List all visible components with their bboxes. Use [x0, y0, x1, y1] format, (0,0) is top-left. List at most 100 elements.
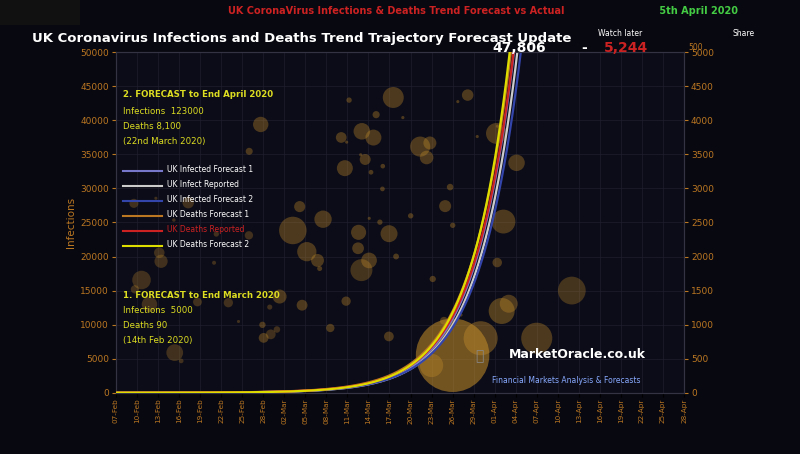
- Text: 47,806: 47,806: [492, 41, 546, 55]
- Point: [129, 286, 142, 293]
- Text: Watch later: Watch later: [598, 30, 642, 39]
- Point: [374, 218, 386, 226]
- Point: [376, 185, 389, 192]
- Point: [340, 138, 353, 146]
- Point: [495, 307, 508, 315]
- Point: [311, 257, 324, 264]
- Point: [301, 248, 314, 255]
- Point: [382, 333, 395, 340]
- Point: [317, 216, 330, 223]
- Point: [367, 134, 380, 141]
- Text: MarketOracle.co.uk: MarketOracle.co.uk: [509, 348, 646, 361]
- Point: [420, 154, 433, 161]
- Point: [490, 130, 503, 137]
- Point: [414, 143, 426, 150]
- Text: Infections  123000: Infections 123000: [123, 107, 204, 116]
- Text: UK Infect Reported: UK Infect Reported: [167, 180, 239, 189]
- Point: [446, 351, 459, 359]
- Point: [497, 218, 510, 225]
- Text: 5,244: 5,244: [604, 41, 648, 55]
- Text: 2. FORECAST to End April 2020: 2. FORECAST to End April 2020: [123, 89, 273, 99]
- Point: [150, 195, 162, 202]
- Point: [254, 121, 267, 128]
- Text: 500: 500: [689, 43, 703, 52]
- Text: UK Deaths Reported: UK Deaths Reported: [167, 225, 245, 234]
- Point: [242, 232, 255, 239]
- Point: [210, 230, 222, 237]
- Point: [362, 257, 375, 264]
- Point: [370, 111, 382, 118]
- Point: [397, 114, 410, 121]
- Text: UK CoronaVirus Infections & Deaths Trend Forecast vs Actual: UK CoronaVirus Infections & Deaths Trend…: [228, 6, 565, 16]
- Point: [491, 259, 504, 266]
- Point: [168, 349, 181, 356]
- Point: [143, 301, 156, 308]
- Point: [438, 317, 450, 325]
- Text: -: -: [581, 41, 587, 55]
- Bar: [0, 0, 80, 25]
- Point: [154, 258, 167, 265]
- Point: [153, 249, 166, 257]
- Point: [426, 276, 439, 283]
- Point: [258, 334, 270, 341]
- Point: [390, 253, 402, 260]
- Point: [510, 159, 523, 167]
- Point: [127, 200, 140, 207]
- Point: [243, 148, 256, 155]
- Point: [232, 318, 245, 325]
- Point: [263, 303, 276, 311]
- Point: [208, 259, 221, 266]
- Point: [404, 212, 417, 219]
- Point: [294, 203, 306, 210]
- Point: [167, 217, 180, 224]
- Point: [222, 299, 234, 306]
- Point: [438, 202, 451, 210]
- Text: UK Deaths Forecast 2: UK Deaths Forecast 2: [167, 240, 250, 249]
- Point: [273, 293, 286, 300]
- Text: Deaths 8,100: Deaths 8,100: [123, 122, 181, 131]
- Text: UK Infected Forecast 2: UK Infected Forecast 2: [167, 195, 254, 204]
- Text: Financial Markets Analysis & Forecasts: Financial Markets Analysis & Forecasts: [492, 376, 640, 385]
- Text: UK Deaths Forecast 1: UK Deaths Forecast 1: [167, 210, 250, 219]
- Point: [462, 91, 474, 99]
- Point: [174, 357, 187, 365]
- Point: [358, 156, 371, 163]
- Text: 🏛: 🏛: [475, 349, 483, 363]
- Point: [342, 96, 355, 104]
- Text: Infections  5000: Infections 5000: [123, 306, 193, 315]
- Point: [335, 134, 348, 141]
- Text: (22nd March 2020): (22nd March 2020): [123, 137, 206, 146]
- Point: [270, 326, 283, 333]
- Point: [502, 300, 515, 307]
- Point: [182, 199, 194, 206]
- Point: [296, 301, 309, 309]
- Point: [365, 168, 378, 176]
- Point: [451, 98, 464, 105]
- Point: [530, 335, 543, 342]
- Point: [354, 151, 367, 158]
- Point: [355, 128, 368, 135]
- Text: 5th April 2020: 5th April 2020: [656, 6, 738, 16]
- Point: [423, 139, 436, 147]
- Point: [352, 229, 365, 236]
- Point: [352, 245, 365, 252]
- Point: [474, 335, 487, 342]
- Text: Deaths 90: Deaths 90: [123, 321, 167, 330]
- Point: [286, 227, 299, 234]
- Point: [566, 287, 578, 294]
- Text: 1. FORECAST to End March 2020: 1. FORECAST to End March 2020: [123, 291, 280, 300]
- Point: [376, 163, 389, 170]
- Point: [314, 265, 326, 272]
- Point: [382, 230, 395, 237]
- Text: (14th Feb 2020): (14th Feb 2020): [123, 336, 192, 345]
- Y-axis label: Infections: Infections: [66, 197, 76, 248]
- Point: [324, 324, 337, 331]
- Text: Share: Share: [733, 30, 755, 39]
- Point: [444, 183, 457, 191]
- Text: UK Coronavirus Infections and Deaths Trend Trajectory Forecast Update: UK Coronavirus Infections and Deaths Tre…: [32, 32, 571, 45]
- Point: [264, 331, 277, 338]
- Point: [135, 276, 148, 284]
- Point: [256, 321, 269, 329]
- Text: UK Infected Forecast 1: UK Infected Forecast 1: [167, 165, 254, 174]
- Point: [340, 297, 353, 305]
